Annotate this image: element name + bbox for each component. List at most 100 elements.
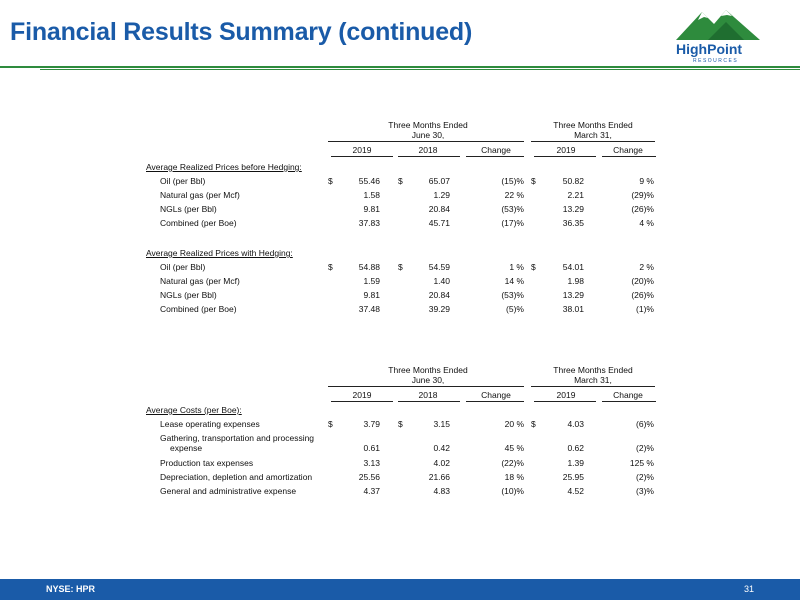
currency-symbol: $ [531,419,536,429]
row-label: Combined (per Boe) [160,304,237,314]
group1-rule [328,386,524,387]
section-title: Average Costs (per Boe): [146,405,242,415]
row-label: Lease operating expenses [160,419,260,429]
page-title: Financial Results Summary (continued) [10,18,473,46]
change-cell: (29)% [631,190,654,200]
group1-heading: June 30, [411,375,445,385]
change-cell: (3)% [636,486,654,496]
value-cell: 37.48 [358,304,380,314]
change-cell: 2 % [639,262,654,272]
header-divider [0,66,800,68]
column-header-rule [398,401,460,402]
column-header-rule [602,156,656,157]
row-label: Natural gas (per Mcf) [160,276,240,286]
value-cell: 39.29 [428,304,450,314]
costs-table: Three Months Ended June 30, Three Months E… [146,365,656,496]
value-cell: 4.02 [433,458,450,468]
value-cell: 21.66 [428,472,450,482]
footer-bar: NYSE: HPR 31 [0,579,800,600]
row-label: Production tax expenses [160,458,254,468]
value-cell: 36.35 [562,218,584,228]
row-label: Natural gas (per Mcf) [160,190,240,200]
value-cell: 54.01 [562,262,584,272]
column-header: Change [613,390,643,400]
mountain-icon [676,10,760,40]
column-header: Change [613,145,643,155]
value-cell: 3.79 [363,419,380,429]
column-header: 2019 [556,390,576,400]
value-cell: 50.82 [562,176,584,186]
value-cell: 4.52 [567,486,584,496]
change-cell: (53)% [501,290,524,300]
row-label: Gathering, transportation and processing [160,433,315,443]
change-cell: (5)% [506,304,524,314]
change-cell: (6)% [636,419,654,429]
value-cell: 37.83 [358,218,380,228]
row-label: General and administrative expense [160,486,297,496]
change-cell: 20 % [504,419,524,429]
value-cell: 0.61 [363,443,380,453]
column-header: 2018 [418,145,438,155]
change-cell: (26)% [631,290,654,300]
group2-rule [531,141,655,142]
change-cell: 1 % [509,262,524,272]
section-title: Average Realized Prices before Hedging: [146,162,302,172]
footer-ticker: NYSE: HPR [46,584,96,594]
column-header-rule [331,401,393,402]
value-cell: 4.03 [567,419,584,429]
change-cell: 22 % [504,190,524,200]
company-logo: HighPoint RESOURCES [668,8,768,66]
change-cell: (53)% [501,204,524,214]
value-cell: 54.59 [428,262,450,272]
change-cell: (1)% [636,304,654,314]
value-cell: 3.15 [433,419,450,429]
currency-symbol: $ [398,419,403,429]
group2-rule [531,386,655,387]
value-cell: 13.29 [562,204,584,214]
change-cell: (26)% [631,204,654,214]
value-cell: 9.81 [363,290,380,300]
value-cell: 20.84 [428,290,450,300]
column-header: Change [481,390,511,400]
column-header-rule [398,156,460,157]
value-cell: 4.37 [363,486,380,496]
value-cell: 4.83 [433,486,450,496]
value-cell: 45.71 [428,218,450,228]
value-cell: 1.98 [567,276,584,286]
row-label: NGLs (per Bbl) [160,204,217,214]
column-header: 2019 [352,145,372,155]
value-cell: 54.88 [358,262,380,272]
column-header-rule [602,401,656,402]
column-header: 2019 [556,145,576,155]
logo-subtitle: RESOURCES [693,58,739,64]
row-label: Oil (per Bbl) [160,176,206,186]
change-cell: (22)% [501,458,524,468]
change-cell: (2)% [636,472,654,482]
change-cell: 45 % [504,443,524,453]
value-cell: 25.95 [562,472,584,482]
change-cell: 9 % [639,176,654,186]
group2-heading: Three Months Ended [553,120,633,130]
value-cell: 3.13 [363,458,380,468]
column-header: 2018 [418,390,438,400]
column-header-rule [534,156,596,157]
column-header-rule [534,401,596,402]
header-divider-thin [40,69,800,70]
currency-symbol: $ [328,176,333,186]
group1-rule [328,141,524,142]
value-cell: 20.84 [428,204,450,214]
section-title: Average Realized Prices with Hedging: [146,248,293,258]
row-label: Depreciation, depletion and amortization [160,472,313,482]
currency-symbol: $ [531,262,536,272]
change-cell: 125 % [629,458,654,468]
logo-name: HighPoint [676,41,743,57]
currency-symbol: $ [398,262,403,272]
value-cell: 55.46 [358,176,380,186]
group1-heading: June 30, [411,130,445,140]
value-cell: 1.39 [567,458,584,468]
column-header: Change [481,145,511,155]
row-label: expense [170,443,203,453]
value-cell: 1.29 [433,190,450,200]
currency-symbol: $ [531,176,536,186]
currency-symbol: $ [328,262,333,272]
